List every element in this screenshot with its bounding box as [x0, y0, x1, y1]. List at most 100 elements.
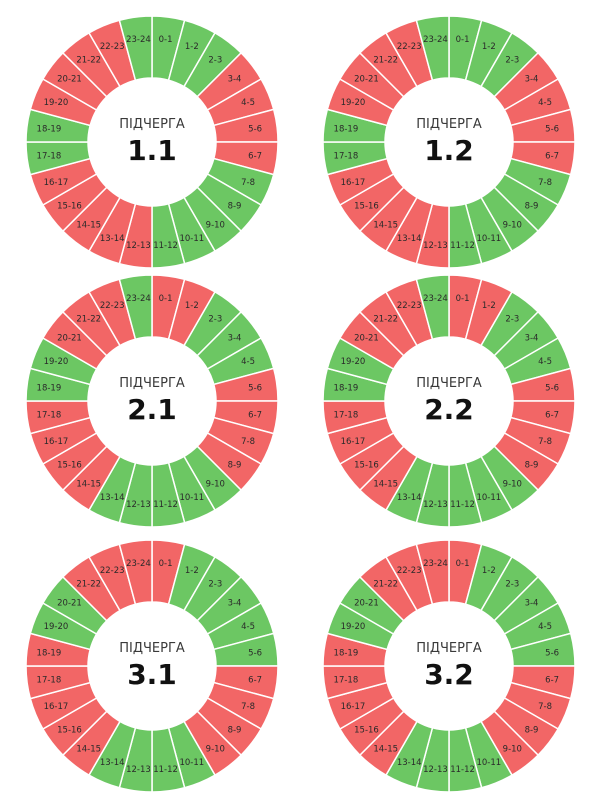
segment-23-24-off [118, 539, 153, 606]
segment-label: 7-8 [241, 437, 255, 447]
segment-label: 12-13 [423, 765, 448, 775]
segment-label: 20-21 [57, 75, 82, 85]
segment-label: 23-24 [423, 35, 448, 45]
segment-label: 23-24 [126, 559, 151, 569]
segment-label: 16-17 [44, 702, 69, 712]
segment-label: 21-22 [373, 579, 398, 589]
segment-23-24-on [415, 274, 450, 341]
segment-label: 20-21 [57, 599, 82, 609]
segment-label: 0-1 [159, 559, 173, 569]
segment-label: 1-2 [482, 301, 496, 311]
center-title: ПІДЧЕРГА [119, 117, 185, 132]
queue-number: 3.2 [424, 658, 474, 691]
segment-label: 10-11 [179, 758, 204, 768]
segment-label: 9-10 [503, 221, 522, 231]
segment-label: 18-19 [37, 648, 62, 658]
segment-label: 6-7 [248, 152, 262, 162]
segment-label: 4-5 [538, 98, 552, 108]
segment-label: 14-15 [373, 745, 398, 755]
segment-label: 3-4 [525, 75, 539, 85]
segment-label: 18-19 [334, 383, 359, 393]
segment-label: 5-6 [248, 648, 262, 658]
segment-label: 6-7 [545, 152, 559, 162]
segment-label: 19-20 [341, 357, 366, 367]
segment-label: 6-7 [545, 411, 559, 421]
segment-label: 7-8 [241, 178, 255, 188]
segment-label: 1-2 [482, 566, 496, 576]
segment-label: 23-24 [126, 35, 151, 45]
segment-label: 13-14 [397, 493, 422, 503]
segment-label: 3-4 [525, 599, 539, 609]
segment-label: 4-5 [538, 622, 552, 632]
segment-label: 18-19 [334, 124, 359, 134]
segment-label: 15-16 [354, 460, 379, 470]
segment-label: 4-5 [241, 357, 255, 367]
segment-label: 5-6 [545, 124, 559, 134]
segment-label: 8-9 [525, 460, 539, 470]
segment-label: 17-18 [334, 411, 359, 421]
segment-label: 12-13 [126, 500, 151, 510]
segment-label: 9-10 [503, 745, 522, 755]
segment-label: 13-14 [100, 758, 125, 768]
segment-label: 15-16 [57, 725, 82, 735]
donut-chart-2.2: 0-1 1-2 2-3 3-4 4-5 5-6 6-7 7-8 8-99-1010-1111-1… [322, 274, 576, 528]
segment-label: 9-10 [206, 480, 225, 490]
queue-number: 2.2 [424, 393, 474, 426]
segment-label: 20-21 [354, 75, 379, 85]
segment-label: 11-12 [153, 241, 178, 251]
donut-chart-1.2: 0-1 1-2 2-3 3-4 4-5 5-6 6-7 7-8 8-99-1010-1111-1… [322, 15, 576, 269]
queue-number: 3.1 [127, 658, 177, 691]
segment-label: 23-24 [126, 294, 151, 304]
donut-chart-3.2: 0-1 1-2 2-3 3-4 4-5 5-6 6-7 7-8 8-99-1010-1111-1… [322, 539, 576, 793]
segment-label: 19-20 [44, 622, 69, 632]
segment-label: 21-22 [373, 314, 398, 324]
segment-label: 0-1 [456, 294, 470, 304]
segment-label: 3-4 [525, 334, 539, 344]
queue-number: 2.1 [127, 393, 177, 426]
segment-label: 22-23 [397, 566, 422, 576]
segment-label: 16-17 [44, 178, 69, 188]
segment-label: 21-22 [76, 579, 101, 589]
segment-label: 3-4 [228, 599, 242, 609]
segment-label: 22-23 [397, 42, 422, 52]
segment-label: 6-7 [248, 411, 262, 421]
segment-23-24-off [415, 539, 450, 606]
segment-label: 19-20 [44, 357, 69, 367]
segment-label: 17-18 [37, 676, 62, 686]
segment-label: 12-13 [126, 765, 151, 775]
segment-label: 21-22 [76, 314, 101, 324]
segment-23-24-on [118, 15, 153, 82]
segment-label: 2-3 [505, 579, 519, 589]
segment-label: 17-18 [334, 152, 359, 162]
segment-label: 11-12 [153, 765, 178, 775]
segment-label: 2-3 [505, 314, 519, 324]
segment-label: 8-9 [228, 201, 242, 211]
segment-label: 19-20 [44, 98, 69, 108]
segment-label: 1-2 [482, 42, 496, 52]
segment-label: 8-9 [525, 725, 539, 735]
segment-label: 2-3 [208, 55, 222, 65]
segment-label: 4-5 [241, 622, 255, 632]
segment-label: 10-11 [476, 758, 501, 768]
segment-label: 14-15 [76, 480, 101, 490]
segment-label: 3-4 [228, 75, 242, 85]
segment-label: 8-9 [228, 725, 242, 735]
segment-label: 6-7 [248, 676, 262, 686]
segment-label: 22-23 [100, 42, 125, 52]
segment-label: 3-4 [228, 334, 242, 344]
donut-chart-2.1: 0-1 1-2 2-3 3-4 4-5 5-6 6-7 7-8 8-99-1010-1111-1… [25, 274, 279, 528]
segment-label: 9-10 [206, 745, 225, 755]
segment-label: 8-9 [525, 201, 539, 211]
segment-label: 21-22 [76, 55, 101, 65]
segment-label: 16-17 [44, 437, 69, 447]
segment-label: 11-12 [450, 765, 475, 775]
segment-label: 15-16 [354, 201, 379, 211]
segment-label: 5-6 [545, 383, 559, 393]
segment-label: 18-19 [334, 648, 359, 658]
segment-label: 19-20 [341, 622, 366, 632]
segment-label: 1-2 [185, 301, 199, 311]
segment-label: 14-15 [76, 745, 101, 755]
segment-label: 0-1 [159, 294, 173, 304]
segment-label: 14-15 [373, 480, 398, 490]
